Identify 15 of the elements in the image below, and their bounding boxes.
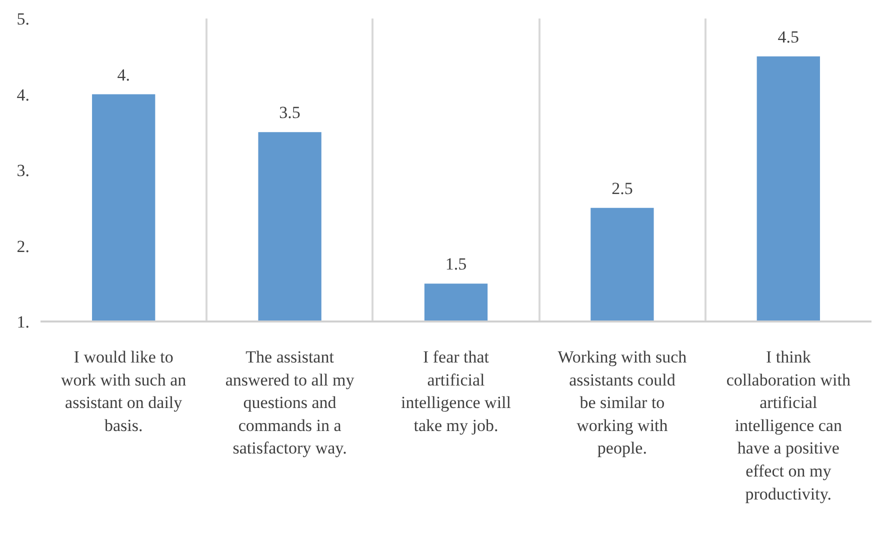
y-tick-label: 5. [16, 10, 30, 28]
data-label: 4. [117, 65, 130, 84]
data-label: 3.5 [279, 103, 300, 122]
data-label: 1.5 [445, 254, 467, 274]
y-tick-label: 1. [16, 312, 30, 332]
y-tick-label: 2. [16, 236, 30, 256]
x-tick-label: I think collaboration with artificial intelligence can have a positive effect on my productivity. [726, 348, 851, 504]
y-tick-label: 4. [16, 85, 30, 104]
y-tick-label: 3. [16, 161, 30, 180]
data-label: 2.5 [612, 178, 633, 198]
x-tick-label: I would like to work with such an assistant on daily basis. [61, 348, 187, 435]
x-tick-label: The assistant answered to all my questions and commands in a satisfactory way. [225, 348, 355, 458]
x-tick-label: Working with such assistants could be similar to working with people. [558, 348, 688, 458]
data-label: 4.5 [778, 27, 800, 46]
x-tick-label: I fear that artificial intelligence will take my job. [401, 348, 512, 435]
